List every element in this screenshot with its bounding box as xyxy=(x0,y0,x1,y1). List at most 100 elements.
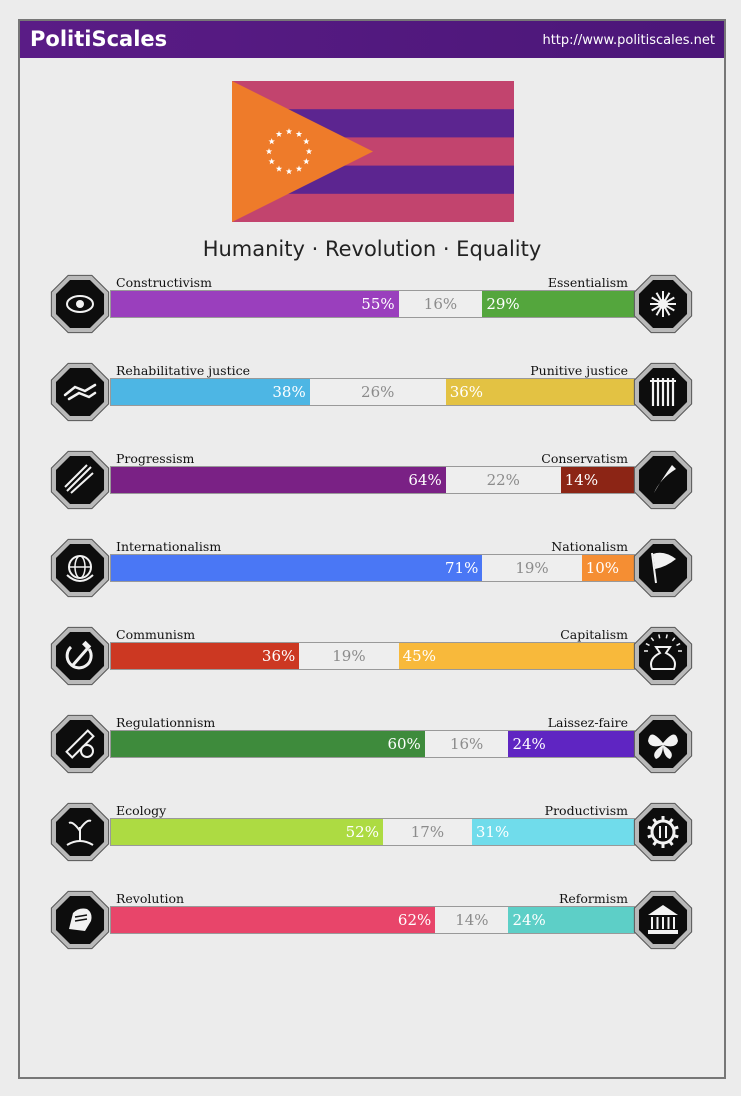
axis-right-segment-value: 14% xyxy=(564,471,599,489)
flag-star xyxy=(275,165,283,172)
axis-right-label: Productivism xyxy=(544,803,628,818)
axis-left-label: Revolution xyxy=(116,891,185,906)
axis-center-segment: 16% xyxy=(398,291,483,317)
axis-left-segment: 60% xyxy=(111,731,425,757)
axis-center-segment: 19% xyxy=(299,643,399,669)
axis-left-segment-value: 38% xyxy=(272,383,306,401)
axis-center-segment: 22% xyxy=(445,467,561,493)
result-flag xyxy=(232,81,514,222)
axis-left-label: Progressism xyxy=(116,451,195,466)
hammer-sickle-icon xyxy=(50,626,110,686)
eye-icon xyxy=(50,274,110,334)
axis-right-segment: 31% xyxy=(471,819,634,845)
axis-center-segment: 16% xyxy=(424,731,509,757)
money-bag-icon xyxy=(633,626,693,686)
site-url[interactable]: http://www.politiscales.net xyxy=(542,33,715,48)
axis-left-segment-value: 52% xyxy=(345,823,379,841)
axis-row: Internationalism Nationalism 71% 19% 10% xyxy=(20,538,724,603)
axis-left-label: Regulationnism xyxy=(116,715,216,730)
axis-right-segment: 29% xyxy=(482,291,634,317)
axis-right-label: Laissez-faire xyxy=(547,715,628,730)
quill-icon xyxy=(633,450,693,510)
axis-left-segment-value: 55% xyxy=(361,295,395,313)
axis-left-segment-value: 64% xyxy=(408,471,442,489)
axis-left-segment-value: 62% xyxy=(397,911,432,929)
axis-bar: 62% 14% 24% xyxy=(110,906,635,934)
axis-left-label: Rehabilitative justice xyxy=(116,363,250,378)
axis-right-segment: 24% xyxy=(508,731,634,757)
flag-star xyxy=(305,148,313,155)
axis-left-segment: 62% xyxy=(111,907,436,933)
globe-icon xyxy=(50,538,110,598)
axis-bar: 52% 17% 31% xyxy=(110,818,635,846)
axis-center-segment-value: 26% xyxy=(361,383,395,401)
axis-left-segment-value: 71% xyxy=(444,559,479,577)
axis-row: Progressism Conservatism 64% 22% 14% xyxy=(20,450,724,515)
axis-center-segment: 19% xyxy=(482,555,582,581)
axis-bar: 71% 19% 10% xyxy=(110,554,635,582)
axis-right-label: Essentialism xyxy=(547,275,628,290)
axis-left-label: Internationalism xyxy=(116,539,222,554)
axis-right-label: Capitalism xyxy=(560,627,628,642)
axis-bar: 38% 26% 36% xyxy=(110,378,635,406)
axis-right-segment: 24% xyxy=(508,907,634,933)
fist-icon xyxy=(50,890,110,950)
axis-center-segment-value: 22% xyxy=(486,471,520,489)
axis-left-segment: 71% xyxy=(111,555,483,581)
flag-star xyxy=(285,168,293,175)
flag-star xyxy=(303,158,310,165)
axis-bar: 64% 22% 14% xyxy=(110,466,635,494)
slogan: Humanity · Revolution · Equality xyxy=(202,237,542,261)
handshake-icon xyxy=(50,362,110,422)
axis-right-segment-value: 29% xyxy=(486,295,520,313)
flag-star xyxy=(285,128,293,135)
axis-bar: 60% 16% 24% xyxy=(110,730,635,758)
prison-bars-icon xyxy=(633,362,693,422)
butterfly-icon xyxy=(633,714,693,774)
axis-left-segment: 36% xyxy=(111,643,300,669)
axis-right-segment: 14% xyxy=(560,467,634,493)
flag-star xyxy=(303,138,310,145)
axis-center-segment: 17% xyxy=(382,819,472,845)
axis-right-segment-value: 31% xyxy=(475,823,510,841)
axis-left-label: Constructivism xyxy=(116,275,212,290)
axis-row: Communism Capitalism 36% 19% 45% xyxy=(20,626,724,691)
axis-center-segment-value: 16% xyxy=(423,295,458,313)
axis-bar: 36% 19% 45% xyxy=(110,642,635,670)
axis-left-label: Communism xyxy=(116,627,196,642)
axis-right-segment-value: 45% xyxy=(402,647,436,665)
axis-center-segment-value: 14% xyxy=(455,911,489,929)
flag-star xyxy=(295,165,303,172)
axis-row: Regulationnism Laissez-faire 60% 16% 24% xyxy=(20,714,724,779)
axis-right-label: Nationalism xyxy=(551,539,628,554)
axis-left-label: Ecology xyxy=(116,803,167,818)
flag-star xyxy=(268,138,275,145)
axis-row: Revolution Reformism 62% 14% 24% xyxy=(20,890,724,955)
temple-icon xyxy=(633,890,693,950)
axis-left-segment: 55% xyxy=(111,291,399,317)
axis-bar: 55% 16% 29% xyxy=(110,290,635,318)
axis-center-segment-value: 17% xyxy=(410,823,445,841)
axis-left-segment-value: 60% xyxy=(387,735,421,753)
axis-center-segment-value: 19% xyxy=(515,559,549,577)
flag-star xyxy=(268,158,275,165)
axis-row: Constructivism Essentialism 55% 16% 29% xyxy=(20,274,724,339)
axis-right-segment-value: 36% xyxy=(449,383,484,401)
ruler-icon xyxy=(50,714,110,774)
results-card: PolitiScales http://www.politiscales.net… xyxy=(18,19,726,1079)
axis-left-segment: 52% xyxy=(111,819,383,845)
flag-icon xyxy=(633,538,693,598)
plant-icon xyxy=(50,802,110,862)
axis-right-label: Reformism xyxy=(558,891,628,906)
axis-right-segment-value: 24% xyxy=(512,911,546,929)
axis-row: Ecology Productivism 52% 17% 31% xyxy=(20,802,724,867)
axis-right-segment: 10% xyxy=(581,555,634,581)
axis-center-segment: 26% xyxy=(309,379,446,405)
flag-triangle xyxy=(232,81,373,222)
brand-title: PolitiScales xyxy=(30,27,168,51)
axis-right-segment: 45% xyxy=(398,643,634,669)
axis-right-segment-value: 10% xyxy=(585,559,620,577)
gear-icon xyxy=(633,802,693,862)
axis-right-segment-value: 24% xyxy=(512,735,546,753)
axis-center-segment: 14% xyxy=(435,907,509,933)
